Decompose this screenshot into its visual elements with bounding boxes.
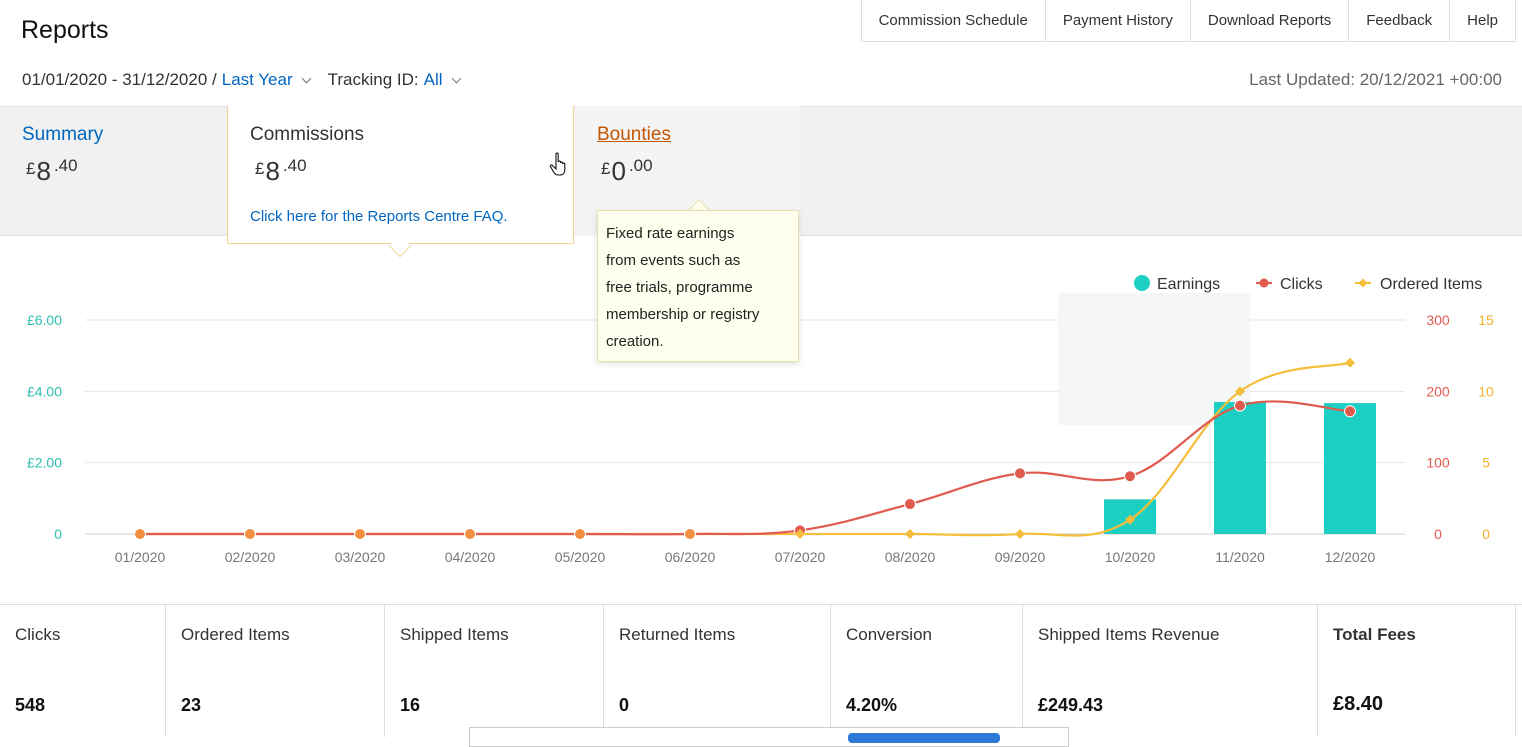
clicks-point (904, 498, 916, 511)
y-right-clicks-tick: 0 (1434, 526, 1442, 542)
performance-chart: 0 £2.00 £4.00 £6.00 0 100 200 300 0 5 10 15 01/2020 0… (0, 260, 1522, 595)
y-left-tick: £6.00 (27, 312, 62, 328)
commissions-amount: £8.40 (255, 156, 307, 186)
filter-bar: 01/01/2020 - 31/12/2020 / Last Year Trac… (22, 70, 478, 90)
earnings-bar (1214, 402, 1266, 534)
stat-total-fees: Total Fees £8.40 (1318, 605, 1516, 737)
tracking-select[interactable]: All (423, 70, 443, 89)
tracking-label: Tracking ID: (327, 70, 419, 89)
hand-cursor-icon (549, 152, 566, 176)
x-tick-label: 06/2020 (665, 549, 716, 565)
top-nav: Commission Schedule Payment History Down… (860, 0, 1516, 42)
stat-conversion: Conversion 4.20% (831, 605, 1023, 737)
nav-payment-history[interactable]: Payment History (1044, 0, 1190, 41)
ordered-items-point (1345, 357, 1355, 368)
x-tick-label: 01/2020 (115, 549, 166, 565)
stat-shipped-items: Shipped Items 16 (385, 605, 604, 737)
bounties-tooltip: Fixed rate earnings from events such as … (597, 210, 799, 362)
chevron-down-icon[interactable] (451, 73, 462, 83)
tab-bounties[interactable]: Bounties (597, 124, 671, 145)
y-right-items-tick: 10 (1478, 383, 1494, 399)
stat-clicks: Clicks 548 (0, 605, 166, 737)
nav-help[interactable]: Help (1449, 0, 1515, 41)
last-updated: Last Updated: 20/12/2021 +00:00 (1249, 70, 1502, 89)
tooltip-line: Fixed rate earnings (606, 225, 735, 242)
clicks-point (1014, 467, 1026, 480)
clicks-point (1344, 405, 1356, 418)
y-right-clicks-tick: 100 (1426, 455, 1450, 471)
ordered-items-point (1235, 386, 1245, 397)
y-right-items-tick: 15 (1478, 312, 1494, 328)
commissions-panel (227, 106, 574, 244)
legend-items-label: Ordered Items (1380, 276, 1482, 293)
legend-clicks-marker (1259, 278, 1269, 288)
x-tick-label: 12/2020 (1325, 549, 1376, 565)
x-tick-label: 10/2020 (1105, 549, 1156, 565)
tooltip-line: from events such as (606, 252, 741, 269)
tab-summary[interactable]: Summary (22, 124, 104, 145)
x-tick-label: 09/2020 (995, 549, 1046, 565)
clicks-point (1234, 399, 1246, 412)
period-select[interactable]: Last Year (221, 70, 293, 89)
tooltip-line: creation. (606, 333, 664, 350)
nav-commission-schedule[interactable]: Commission Schedule (878, 12, 1028, 29)
x-tick-label: 08/2020 (885, 549, 936, 565)
tab-commissions[interactable]: Commissions (250, 124, 365, 145)
legend-earnings-label: Earnings (1157, 276, 1220, 293)
x-tick-label: 03/2020 (335, 549, 386, 565)
clicks-point (134, 528, 146, 540)
ordered-items-point (795, 529, 805, 539)
clicks-point (684, 528, 696, 540)
ordered-items-point (1015, 529, 1025, 539)
clicks-point (1124, 470, 1136, 483)
legend-items-marker (1358, 278, 1368, 288)
clicks-point (244, 528, 256, 540)
chevron-down-icon[interactable] (301, 73, 312, 83)
clicks-line (139, 400, 1351, 536)
tooltip-line: free trials, programme (606, 279, 753, 296)
date-range: 01/01/2020 - 31/12/2020 / (22, 70, 217, 89)
y-right-items-tick: 5 (1482, 455, 1490, 471)
y-left-tick: £4.00 (27, 383, 62, 399)
x-tick-label: 11/2020 (1215, 549, 1265, 565)
y-left-tick: 0 (54, 526, 62, 542)
stat-returned-items: Returned Items 0 (604, 605, 831, 737)
x-tick-label: 05/2020 (555, 549, 606, 565)
summary-amount: £8.40 (26, 156, 78, 186)
popup-button[interactable] (848, 733, 1000, 743)
stat-ordered-items: Ordered Items 23 (166, 605, 385, 737)
page-title: Reports (21, 16, 109, 44)
chart-svg: 0 £2.00 £4.00 £6.00 0 100 200 300 0 5 10 15 01/2020 0… (27, 275, 1494, 565)
legend-earnings-marker (1134, 275, 1150, 291)
y-right-clicks-tick: 200 (1426, 383, 1450, 399)
nav-download-reports[interactable]: Download Reports (1189, 0, 1348, 41)
nav-feedback[interactable]: Feedback (1348, 0, 1449, 41)
stats-row: Clicks 548 Ordered Items 23 Shipped Item… (0, 604, 1522, 737)
clicks-point (574, 528, 586, 540)
legend-clicks-label: Clicks (1280, 276, 1323, 293)
earnings-bar (1324, 403, 1376, 534)
stat-shipped-revenue: Shipped Items Revenue £249.43 (1023, 605, 1318, 737)
ordered-items-point (905, 529, 915, 539)
clicks-point (464, 528, 476, 540)
clicks-point (354, 528, 366, 540)
tooltip-line: membership or registry (606, 306, 760, 323)
x-tick-label: 04/2020 (445, 549, 496, 565)
y-left-tick: £2.00 (27, 455, 62, 471)
ordered-items-point (1125, 514, 1135, 525)
x-tick-label: 02/2020 (225, 549, 276, 565)
x-tick-label: 07/2020 (775, 549, 826, 565)
y-right-items-tick: 0 (1482, 526, 1490, 542)
faq-link[interactable]: Click here for the Reports Centre FAQ. (250, 208, 508, 225)
bounties-amount: £0.00 (601, 156, 653, 186)
y-right-clicks-tick: 300 (1426, 312, 1450, 328)
